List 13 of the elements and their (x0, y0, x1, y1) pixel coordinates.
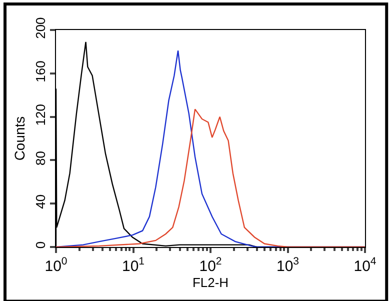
y-tick-label: 200 (32, 17, 48, 39)
x-tick-label: 10$^{4}$ (354, 256, 376, 275)
y-tick-label: 0 (32, 241, 48, 249)
y-tick-label: 120 (32, 104, 48, 126)
x-tick-label: 10$^{0}$ (44, 256, 68, 275)
x-tick-label: 10$^{1}$ (122, 256, 145, 275)
y-tick-label: 80 (32, 151, 48, 166)
y-axis-title: Counts (11, 116, 28, 161)
x-axis-title: FL2-H (192, 275, 229, 290)
y-tick-label: 40 (32, 194, 48, 209)
x-tick-label: 10$^{2}$ (199, 256, 222, 275)
y-tick-label: 160 (32, 60, 48, 82)
x-tick-label: 10$^{3}$ (276, 256, 300, 275)
